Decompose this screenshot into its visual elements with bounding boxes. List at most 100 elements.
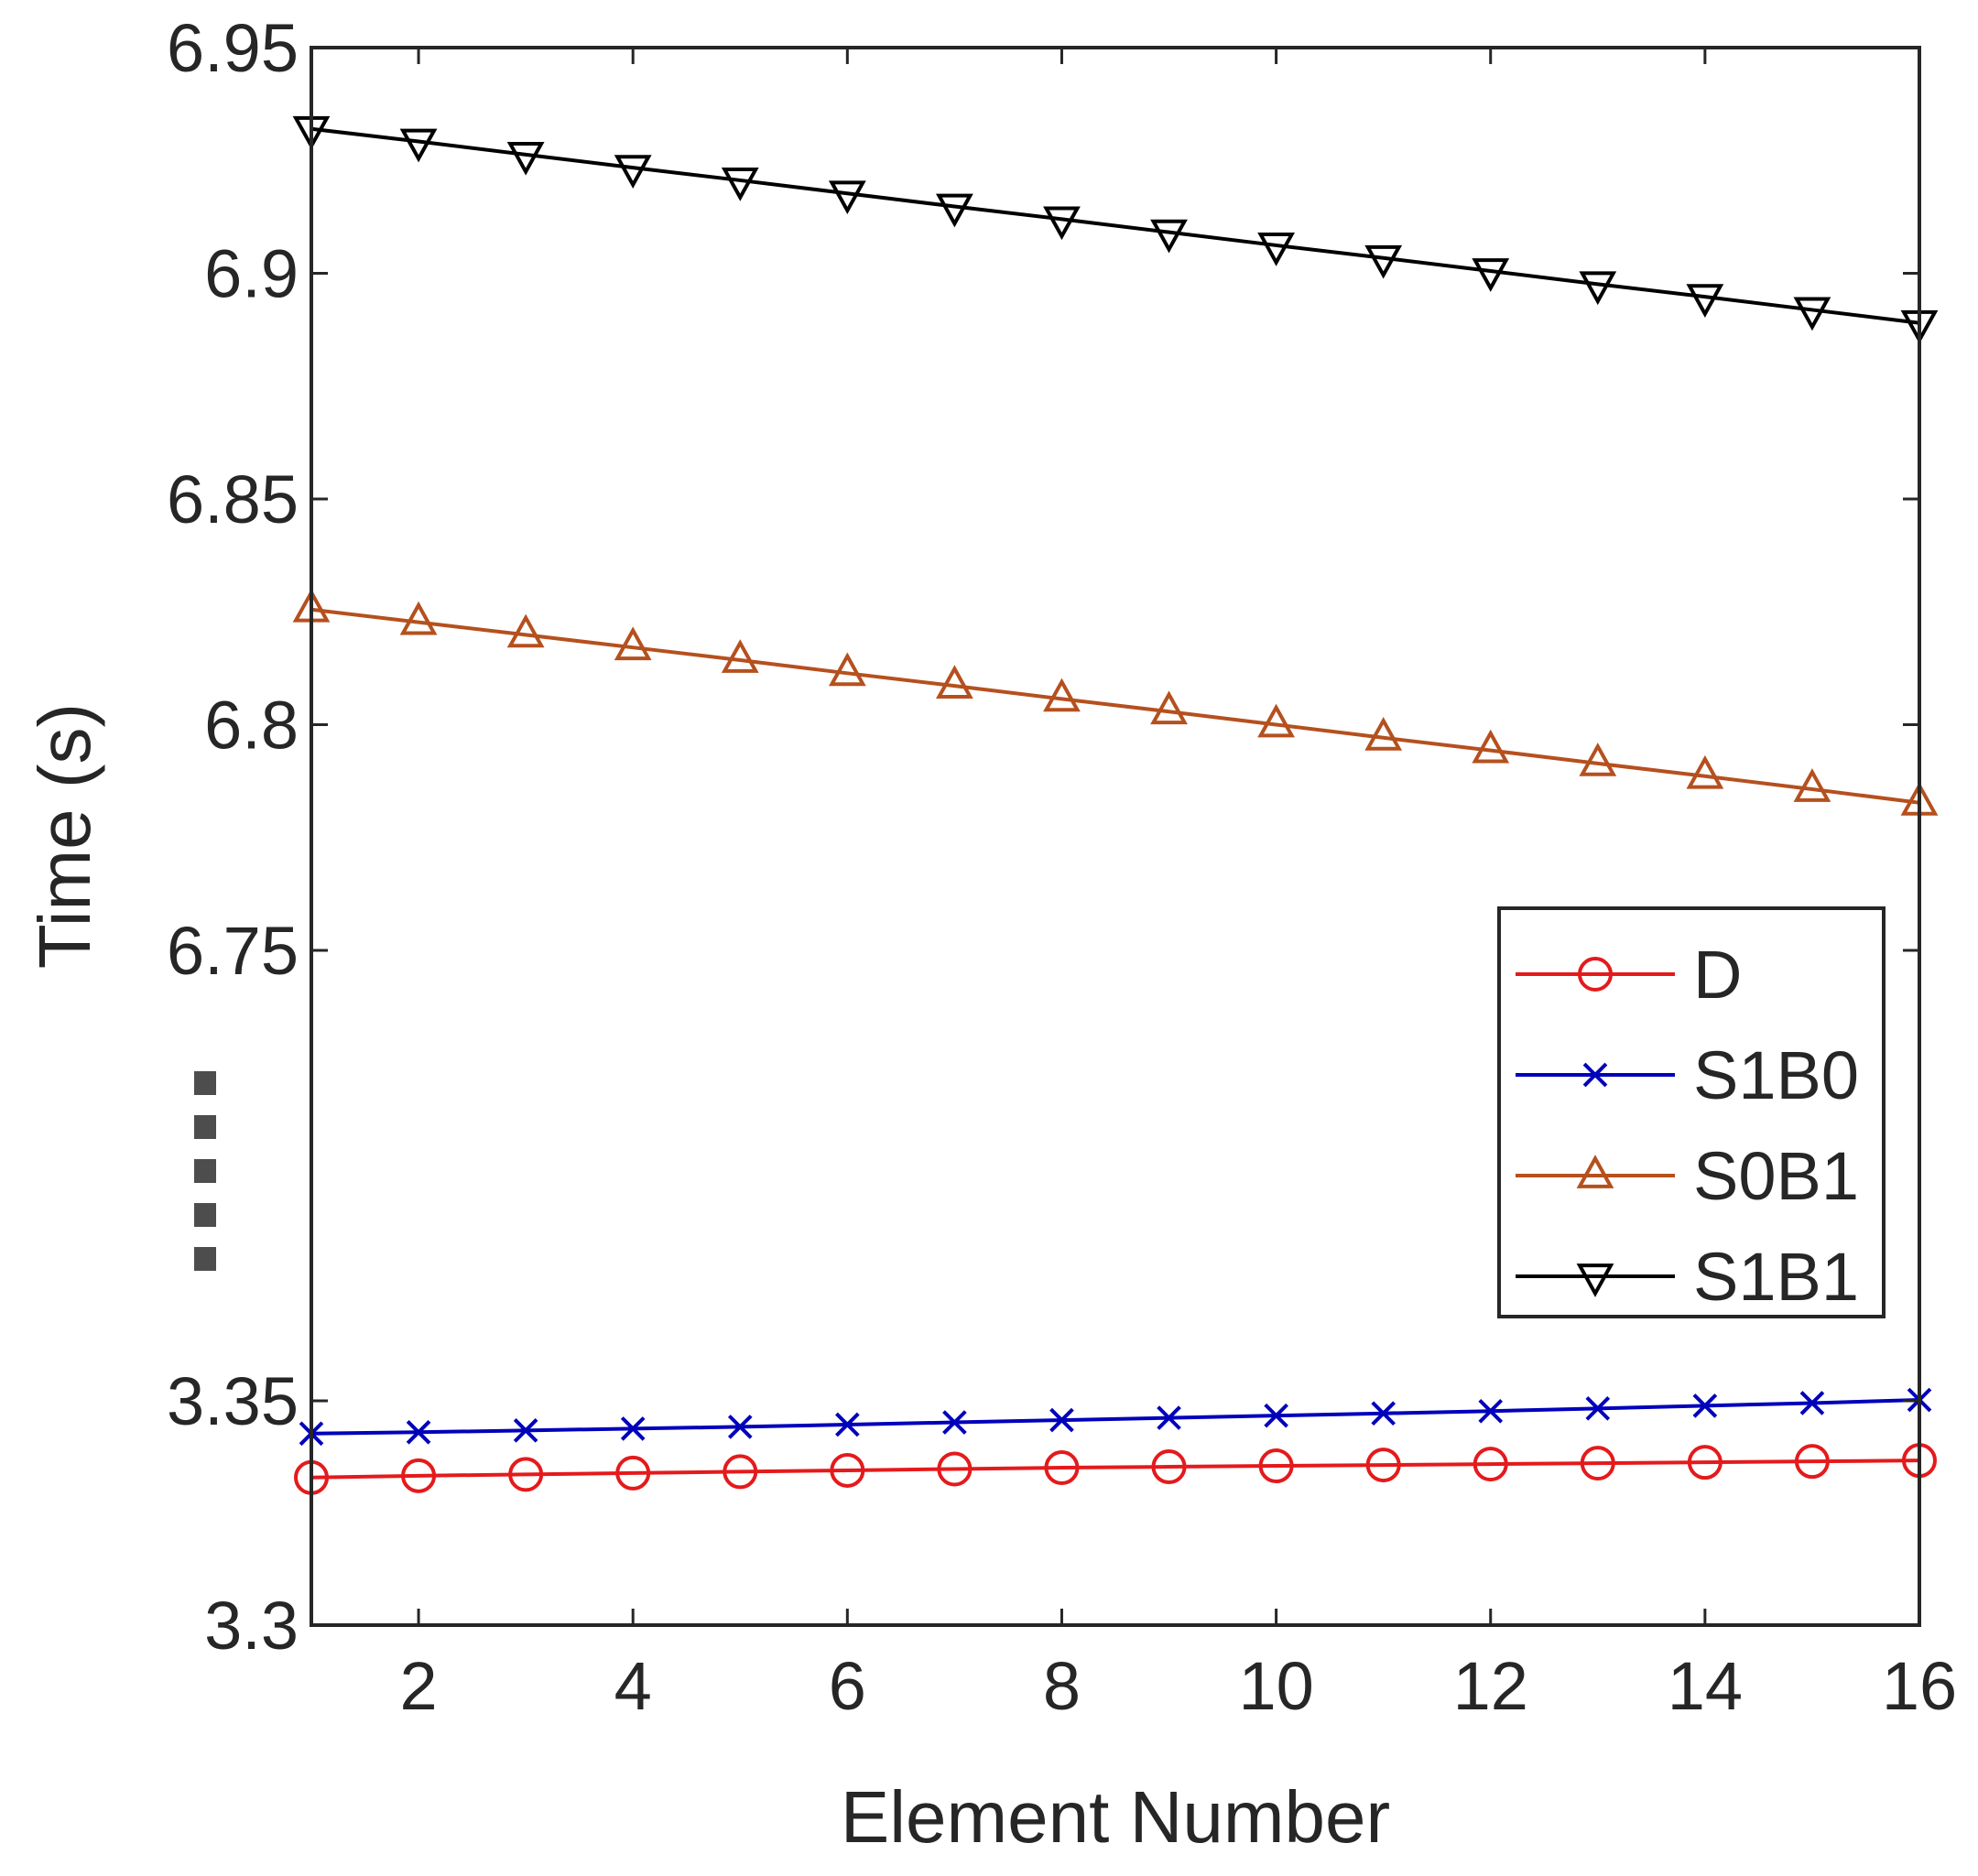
series-s0b1 [292,588,1939,816]
y-tick-label: 6.95 [167,10,299,86]
data-point [830,1452,865,1488]
axis-break-dot [194,1071,216,1095]
y-tick-label: 3.35 [167,1363,299,1439]
data-point [936,193,973,228]
data-point [406,1419,431,1445]
data-point [828,652,866,687]
data-point [1473,1447,1508,1482]
y-tick-label: 6.85 [167,461,299,537]
data-point [506,613,545,648]
data-point [1264,1403,1288,1428]
data-point [1580,1446,1615,1481]
data-point [1478,1398,1504,1424]
legend-marker [1578,957,1613,992]
legend-label: S0B1 [1693,1138,1859,1214]
data-point [937,1451,973,1487]
axis-break-marker [194,1071,216,1271]
data-point [506,141,545,176]
legend-label: S1B1 [1693,1239,1859,1315]
data-point [1579,271,1617,306]
data-point [1044,1450,1080,1486]
data-point [721,639,759,673]
x-tick-label: 6 [829,1648,866,1724]
x-axis-title: Element Number [841,1776,1390,1858]
data-point [1043,206,1081,241]
legend-box [1497,906,1886,1318]
x-tick-label: 16 [1882,1648,1957,1724]
axis-break-dot [194,1159,216,1183]
data-point [1579,743,1617,776]
data-point [1371,1401,1396,1426]
legend-item-d: D [1516,937,1742,1013]
data-point [508,1457,544,1492]
data-point [942,1410,967,1435]
y-tick-label: 3.3 [204,1588,299,1664]
data-point [1687,1445,1723,1480]
data-point [1157,1405,1181,1430]
data-point [835,1412,860,1437]
y-tick-label: 6.9 [204,236,299,312]
data-point [1799,1391,1825,1415]
data-point [1257,703,1295,738]
series-line [310,1398,1920,1436]
data-point [1043,678,1081,712]
data-point [1472,258,1510,292]
series-s1b0 [299,1387,1932,1447]
x-tick-label: 2 [399,1648,437,1724]
data-point [1150,690,1188,725]
series-line [310,1459,1920,1480]
legend-marker [1576,1155,1614,1188]
data-point [399,601,438,635]
legend-marker [1576,1263,1614,1297]
axis-break-dot [194,1115,216,1139]
data-point [1472,729,1510,764]
data-point [1793,768,1831,802]
data-point [936,665,973,699]
data-point [1585,1396,1611,1421]
data-point [1364,244,1403,279]
data-point [1686,284,1724,318]
data-point [1793,297,1831,331]
x-tick-label: 8 [1043,1648,1081,1724]
series-line [310,126,1920,325]
data-point [727,1415,753,1439]
data-point [828,180,866,215]
data-point [721,168,759,201]
legend-item-s1b1: S1B1 [1516,1239,1859,1315]
legend-item-s0b1: S0B1 [1516,1138,1859,1214]
y-axis-title: Time (s) [24,703,105,969]
data-point [1794,1444,1830,1480]
x-tick-label: 12 [1453,1648,1528,1724]
y-tick-label: 6.8 [204,688,299,764]
data-point [1258,1448,1294,1484]
data-point [615,1455,651,1491]
data-point [1364,716,1403,751]
data-point [723,1454,758,1490]
legend-item-s1b0: S1B0 [1516,1037,1859,1113]
legend-marker [1582,1062,1608,1088]
x-tick-label: 14 [1668,1648,1743,1724]
data-point [614,155,652,189]
legend-label: S1B0 [1693,1037,1859,1113]
data-point [614,626,652,661]
data-point [513,1418,538,1443]
y-tick-label: 6.75 [167,913,299,989]
data-point [399,128,438,163]
data-point [1692,1393,1718,1418]
data-point [620,1416,646,1441]
data-point [1150,219,1188,254]
legend-label: D [1693,937,1742,1013]
series-line [310,607,1920,805]
x-tick-label: 10 [1238,1648,1313,1724]
axis-break-dot [194,1247,216,1271]
plot-frame [310,46,1921,1627]
axis-break-dot [194,1203,216,1227]
data-point [401,1458,437,1493]
data-point [1049,1407,1074,1433]
x-tick-label: 4 [614,1648,652,1724]
data-point [1365,1448,1401,1483]
data-point [1686,754,1724,789]
data-point [1257,233,1295,266]
